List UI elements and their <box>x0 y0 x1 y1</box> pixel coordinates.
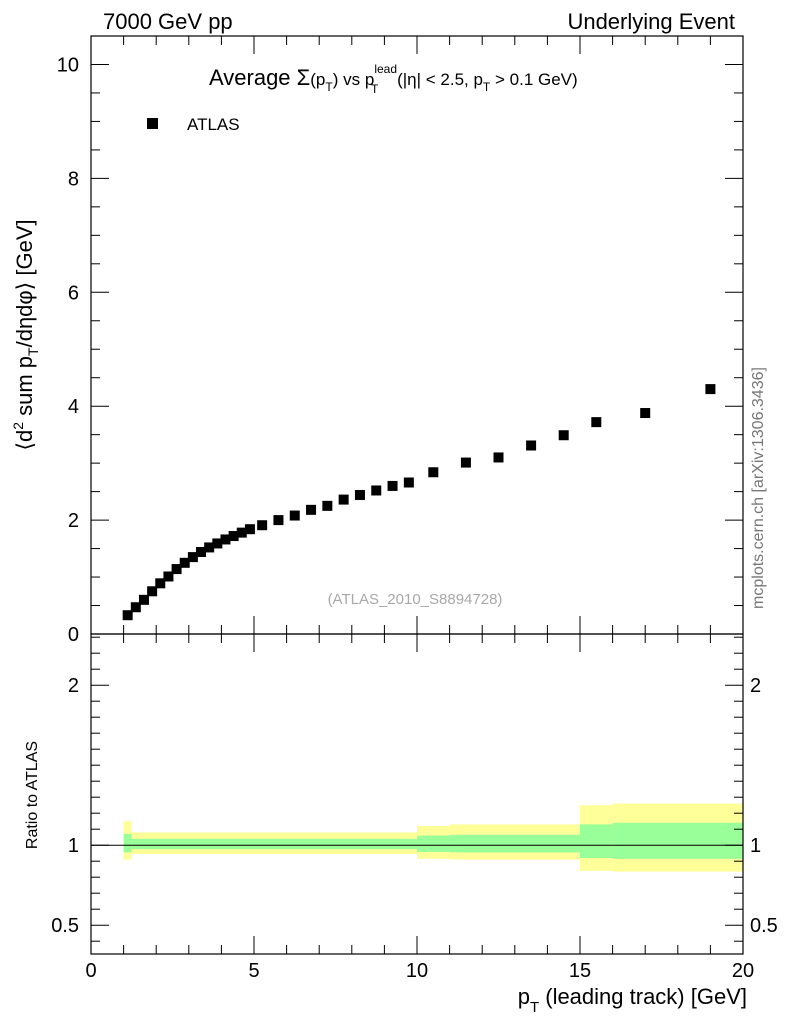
ratio-frame <box>90 633 744 955</box>
ratio-y-tick-labels: 0.5 0.5 1 1 2 2 <box>51 675 778 937</box>
main-data-points <box>122 384 716 621</box>
main-axis-ticks <box>90 35 744 635</box>
header-left: 7000 GeV pp <box>103 9 233 34</box>
header-right: Underlying Event <box>567 9 735 34</box>
data-point <box>387 480 398 491</box>
data-point <box>187 552 198 563</box>
ratio-y-tick-label-right: 2 <box>750 675 761 697</box>
data-point <box>244 524 255 535</box>
ratio-y-tick-label-right: 1 <box>750 835 761 857</box>
ratio-band-inner <box>449 834 580 853</box>
x-tick-label: 15 <box>569 960 591 982</box>
main-y-tick-label-zero: 0 <box>68 624 79 646</box>
legend-label-atlas: ATLAS <box>187 115 240 134</box>
data-point <box>155 578 166 589</box>
ratio-axis-ticks <box>90 634 744 954</box>
ratio-band-inner <box>417 835 450 852</box>
main-y-axis-label: ⟨d2 sum pT/dηdφ⟩ [GeV] <box>10 219 41 450</box>
ratio-band-inner <box>123 834 132 853</box>
data-point <box>705 384 716 395</box>
ratio-y-axis-label: Ratio to ATLAS <box>24 741 41 849</box>
main-y-tick-label: 10 <box>57 54 79 76</box>
data-point <box>591 417 602 428</box>
x-tick-labels: 0 5 10 15 20 <box>85 960 754 982</box>
ratio-bands <box>123 803 743 872</box>
main-y-tick-labels: 2 4 6 8 10 <box>57 54 79 532</box>
data-point <box>212 538 223 549</box>
data-point <box>257 520 268 531</box>
x-tick-label: 20 <box>732 960 754 982</box>
main-y-tick-label: 4 <box>68 396 79 418</box>
data-point <box>179 557 190 568</box>
data-point <box>289 510 300 521</box>
data-point <box>130 602 141 613</box>
data-point <box>163 571 174 582</box>
data-point <box>338 494 349 505</box>
legend-marker-atlas <box>147 118 158 129</box>
ratio-band-inner <box>612 822 743 859</box>
data-point <box>220 534 231 545</box>
main-y-tick-label: 8 <box>68 168 79 190</box>
data-point <box>204 542 215 553</box>
data-point <box>306 504 317 515</box>
ratio-y-tick-label-left: 2 <box>68 675 79 697</box>
data-point <box>460 457 471 468</box>
ratio-panel: 0.5 0.5 1 1 2 2 0 5 10 15 20 Ratio to ATLAS pT (l… <box>24 633 778 1016</box>
main-panel: 2 4 6 8 10 0 Average Σ(pT) vs plead T (|η| < … <box>10 35 744 646</box>
data-point <box>322 500 333 511</box>
side-credit-label: mcplots.cern.ch [arXiv:1306.3436] <box>750 367 767 609</box>
ratio-y-tick-label-left: 1 <box>68 835 79 857</box>
ratio-y-tick-label-left: 0.5 <box>51 915 79 937</box>
ratio-y-tick-label-right: 0.5 <box>750 915 778 937</box>
data-point <box>147 586 158 597</box>
data-point <box>236 527 247 538</box>
data-point <box>428 467 439 478</box>
data-point <box>122 610 133 621</box>
chart-title: Average Σ(pT) vs plead T (|η| < 2.5, pT >… <box>209 62 578 96</box>
data-point <box>493 452 504 463</box>
data-point <box>171 564 182 575</box>
x-tick-label: 0 <box>85 960 96 982</box>
analysis-watermark: (ATLAS_2010_S8894728) <box>328 591 503 608</box>
data-point <box>371 485 382 496</box>
x-tick-label: 5 <box>248 960 259 982</box>
main-y-tick-label: 6 <box>68 282 79 304</box>
main-y-tick-label: 2 <box>68 510 79 532</box>
data-point <box>403 477 414 488</box>
data-point <box>228 531 239 542</box>
data-point <box>196 546 207 557</box>
data-point <box>558 430 569 441</box>
ratio-band-inner <box>131 838 417 850</box>
data-point <box>354 490 365 501</box>
data-point <box>273 515 284 526</box>
ratio-band-inner <box>580 824 613 858</box>
x-axis-label: pT (leading track) [GeV] <box>518 984 747 1016</box>
data-point <box>526 440 537 451</box>
x-tick-label: 10 <box>406 960 428 982</box>
data-point <box>138 594 149 605</box>
data-point <box>640 408 651 419</box>
